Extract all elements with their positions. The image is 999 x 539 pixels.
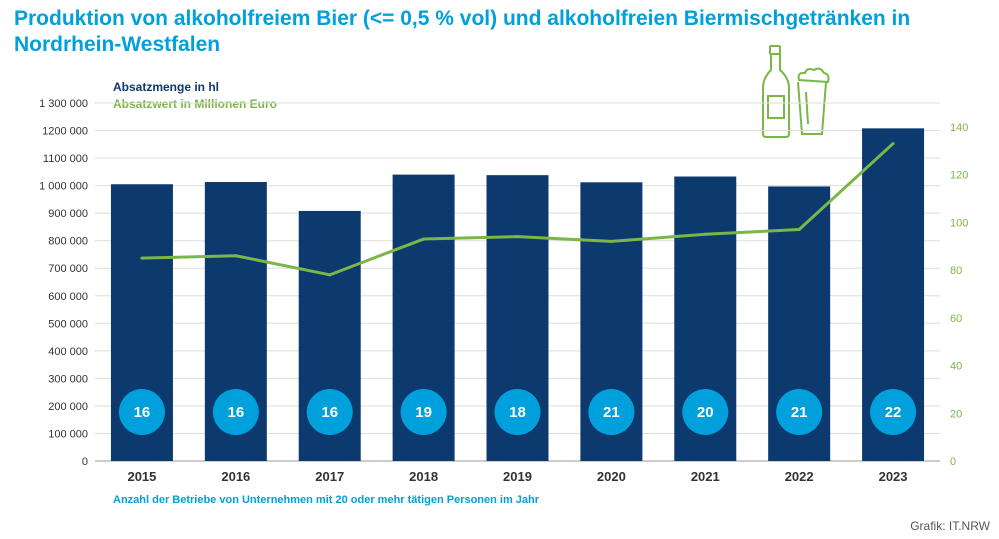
chart-title: Produktion von alkoholfreiem Bier (<= 0,… — [14, 7, 911, 56]
y2-tick-label: 80 — [950, 265, 962, 277]
y-tick-label: 0 — [82, 456, 88, 468]
y2-tick-label: 20 — [950, 408, 962, 420]
y-tick-label: 300 000 — [48, 373, 88, 385]
value-point-2017 — [328, 273, 332, 277]
badge-2016: 16 — [212, 389, 259, 435]
y-tick-label: 600 000 — [48, 291, 88, 303]
y2-tick-label: 0 — [950, 456, 956, 468]
badge-count: 16 — [134, 404, 151, 421]
y2-tick-label: 120 — [950, 170, 968, 182]
badge-2019: 18 — [494, 389, 541, 435]
badge-circle — [870, 389, 917, 435]
value-point-2016 — [234, 254, 238, 258]
x-tick-label: 2015 — [127, 469, 156, 484]
x-tick-label: 2018 — [409, 469, 438, 484]
beer-glass-icon — [797, 67, 830, 135]
y-tick-label: 1100 000 — [43, 153, 88, 165]
y-tick-label: 1 300 000 — [39, 98, 88, 110]
y-tick-label: 800 000 — [48, 236, 88, 248]
y-tick-label: 700 000 — [48, 263, 88, 275]
x-tick-label: 2016 — [221, 469, 250, 484]
badge-circle — [400, 389, 447, 435]
badge-circle — [682, 389, 729, 435]
establishments-note: Anzahl der Betriebe von Unternehmen mit … — [113, 494, 540, 506]
y-tick-label: 1 000 000 — [39, 181, 88, 193]
beverage-icons — [762, 45, 830, 138]
badge-circle — [588, 389, 635, 435]
badge-2017: 16 — [306, 389, 353, 435]
badge-count: 21 — [603, 404, 620, 421]
badge-2022: 21 — [776, 389, 823, 435]
bottle-icon — [762, 45, 790, 138]
x-tick-label: 2020 — [597, 469, 626, 484]
badge-count: 18 — [509, 404, 526, 421]
y2-tick-label: 140 — [950, 122, 968, 134]
y2-tick-label: 40 — [950, 361, 962, 373]
y-tick-label: 100 000 — [48, 428, 88, 440]
x-tick-label: 2022 — [785, 469, 814, 484]
x-tick-label: 2019 — [503, 469, 532, 484]
badge-2018: 19 — [400, 389, 447, 435]
badge-circle — [118, 389, 165, 435]
x-axis: 2015 2016 2017 2018 2019 2020 2021 2022 2023 — [127, 469, 907, 484]
badge-2020: 21 — [588, 389, 635, 435]
badge-circle — [494, 389, 541, 435]
value-point-2023 — [891, 142, 895, 146]
badge-count: 20 — [697, 404, 714, 421]
y-tick-label: 200 000 — [48, 401, 88, 413]
badge-circle — [212, 389, 259, 435]
bar-series — [110, 128, 925, 462]
badge-2015: 16 — [118, 389, 165, 435]
establishment-badges: 16 16 16 19 18 21 20 21 22 — [118, 389, 917, 435]
legend-volume: Absatzmenge in hl — [113, 80, 219, 94]
legend-value: Absatzwert in Millionen Euro — [113, 97, 277, 111]
badge-count: 21 — [791, 404, 808, 421]
value-point-2022 — [797, 227, 801, 231]
badge-2023: 22 — [870, 389, 917, 435]
badge-count: 16 — [227, 404, 244, 421]
value-point-2018 — [422, 237, 426, 241]
value-point-2015 — [140, 256, 144, 260]
badge-2021: 20 — [682, 389, 729, 435]
badge-count: 19 — [415, 404, 432, 421]
source-credit: Grafik: IT.NRW — [910, 519, 990, 533]
badge-count: 22 — [885, 404, 902, 421]
y-axis-right: 0 20 40 60 80 100 120 140 — [950, 122, 968, 468]
value-point-2019 — [516, 235, 519, 239]
x-tick-label: 2017 — [315, 469, 344, 484]
y-axis-left: 0 100 000 200 000 300 000 400 000 500 000 600 … — [39, 98, 88, 468]
y-tick-label: 400 000 — [48, 346, 88, 358]
y-tick-label: 900 000 — [48, 208, 88, 220]
badge-circle — [306, 389, 353, 435]
value-point-2020 — [609, 239, 613, 243]
y2-tick-label: 100 — [950, 217, 968, 229]
x-tick-label: 2023 — [879, 469, 908, 484]
line-series — [140, 142, 895, 277]
y-tick-label: 500 000 — [48, 318, 88, 330]
x-tick-label: 2021 — [691, 469, 720, 484]
y2-tick-label: 60 — [950, 313, 962, 325]
value-point-2021 — [703, 232, 707, 236]
y-tick-label: 1200 000 — [42, 126, 88, 138]
badge-count: 16 — [321, 404, 338, 421]
badge-circle — [776, 389, 823, 435]
